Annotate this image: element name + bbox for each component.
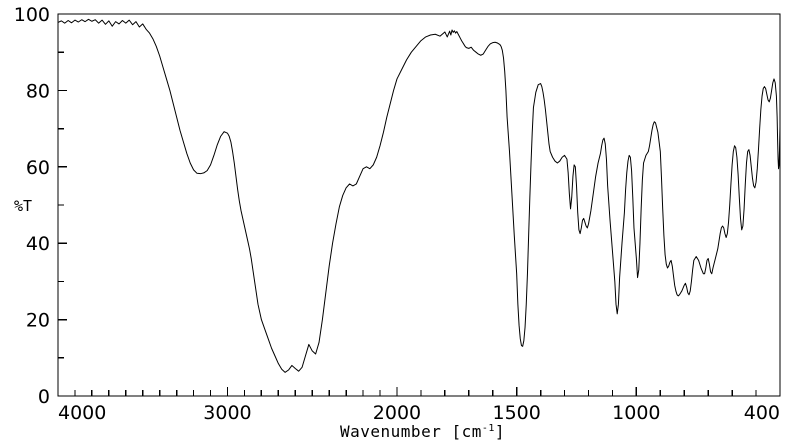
x-axis-title-bracket: ] [495, 422, 505, 441]
y-tick-label: 100 [14, 4, 50, 26]
x-axis-tick-labels: 4000 3000 2000 1500 1000 400 [58, 402, 780, 424]
x-tick-label: 3000 [203, 402, 251, 424]
x-tick-label: 1000 [612, 402, 660, 424]
x-axis-title-superscript: -1 [482, 423, 495, 434]
x-tick-label: 1500 [492, 402, 540, 424]
y-axis-ticks [58, 13, 67, 397]
x-tick-label: 400 [744, 402, 780, 424]
y-axis-title: %T [14, 197, 32, 215]
plot-frame [57, 13, 781, 397]
x-tick-label: 4000 [58, 402, 106, 424]
transmittance-trace [57, 18, 781, 373]
x-tick-label: 2000 [373, 402, 421, 424]
x-axis-ticks [57, 387, 781, 396]
y-tick-label: 60 [26, 157, 50, 179]
y-tick-label: 0 [38, 386, 50, 408]
x-axis-title-base: Wavenumber [cm [340, 422, 482, 441]
y-tick-label: 40 [26, 233, 50, 255]
y-tick-label: 80 [26, 80, 50, 102]
x-axis-title: Wavenumber [cm-1] [340, 422, 505, 441]
y-axis-tick-labels: 0 20 40 60 80 100 [14, 4, 50, 408]
y-tick-label: 20 [26, 310, 50, 332]
